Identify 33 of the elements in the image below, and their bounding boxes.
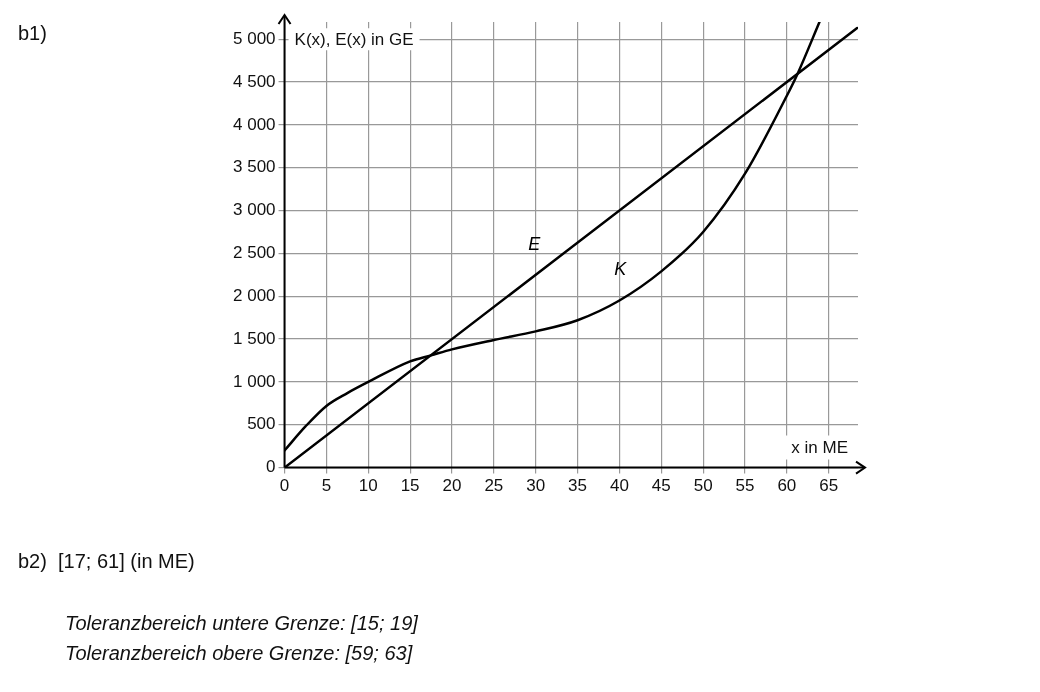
text: Toleranzbereich untere Grenze: [15; 19] (65, 612, 418, 635)
x-tick-label: 10 (358, 476, 378, 496)
y-tick-label: 3 500 (232, 157, 276, 177)
x-tick-label: 60 (777, 476, 797, 496)
y-tick-label: 2 500 (232, 243, 276, 263)
x-tick-label: 20 (442, 476, 462, 496)
y-tick-label: 2 000 (232, 285, 276, 305)
y-tick-label: 4 000 (232, 114, 276, 134)
y-axis-title: K(x), E(x) in GE (294, 29, 414, 49)
y-tick-label: 500 (247, 414, 276, 434)
y-tick-label: 1 500 (232, 328, 276, 348)
text: b2) [17; 61] (in ME) (18, 550, 195, 573)
series-label: K (614, 259, 628, 280)
x-tick-label: 45 (651, 476, 671, 496)
y-tick-label: 5 000 (232, 28, 276, 48)
x-tick-label: 55 (735, 476, 755, 496)
x-tick-label: 35 (568, 476, 588, 496)
series-label: E (528, 234, 542, 255)
x-tick-label: 25 (484, 476, 504, 496)
x-tick-label: 65 (819, 476, 839, 496)
x-tick-label: 15 (400, 476, 420, 496)
x-tick-label: 50 (693, 476, 713, 496)
x-tick-label: 40 (609, 476, 629, 496)
x-tick-label: 0 (279, 476, 290, 496)
text: Toleranzbereich obere Grenze: [59; 63] (65, 642, 413, 665)
y-tick-label: 3 000 (232, 200, 276, 220)
y-tick-label: 4 500 (232, 71, 276, 91)
y-tick-label: 1 000 (232, 371, 276, 391)
y-tick-label: 0 (266, 457, 276, 477)
x-axis-title: x in ME (791, 438, 848, 458)
x-tick-label: 30 (526, 476, 546, 496)
text: b1) (18, 22, 47, 45)
x-tick-label: 5 (321, 476, 332, 496)
